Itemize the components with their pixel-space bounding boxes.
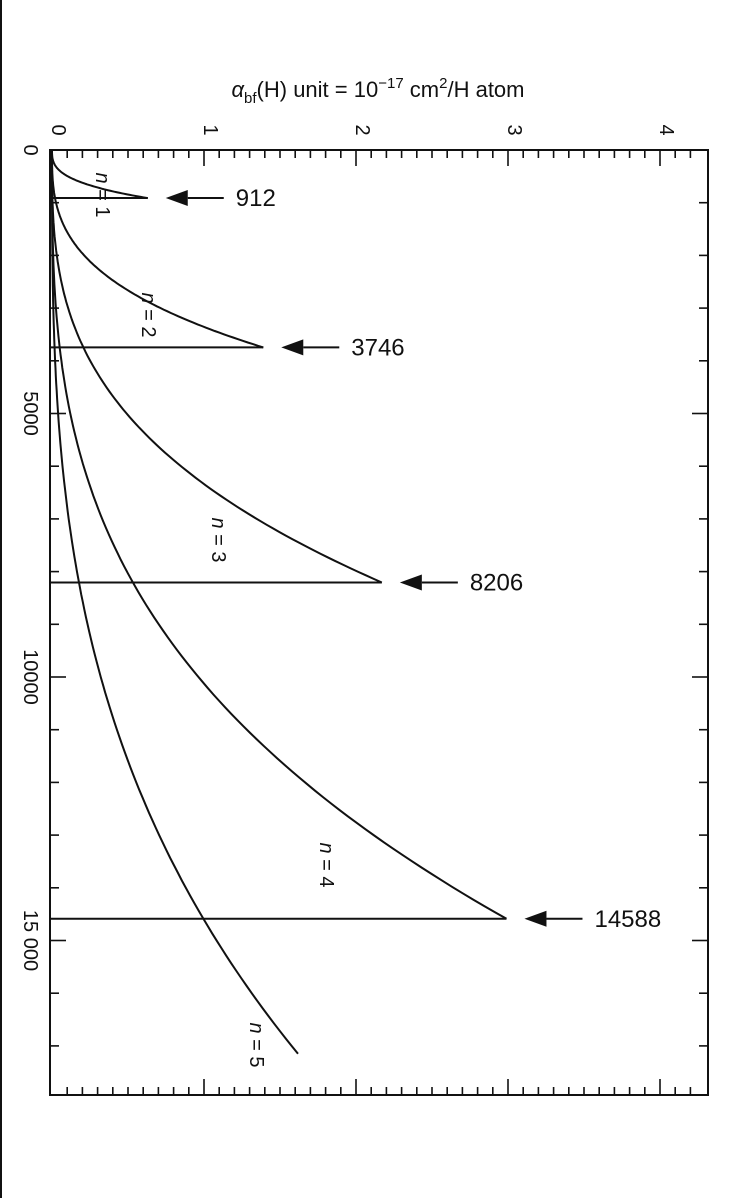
series-label: n = 1 (91, 172, 113, 217)
edge-wavelength-label: 3746 (351, 334, 404, 361)
series-label: n = 3 (207, 517, 229, 562)
edge-wavelength-label: 8206 (470, 569, 523, 596)
series-label: n = 4 (315, 842, 337, 887)
y-tick-label: 2 (351, 124, 373, 135)
x-tick-label: 10000 (19, 649, 41, 705)
x-tick-label: 15 000 (19, 910, 41, 971)
y-axis-title: αbf(H) unit = 10−17 cm2/H atom (231, 75, 524, 107)
arrow-head (165, 190, 188, 207)
series-label: n = 5 (245, 1022, 267, 1067)
arrow-head (524, 910, 547, 927)
arrow-head (281, 339, 304, 356)
series-curve (51, 150, 507, 920)
x-tick-label: 0 (19, 144, 41, 155)
series-curve (51, 150, 383, 584)
y-tick-labels: 0 1 2 3 4 (47, 124, 677, 135)
arrow-head (399, 574, 422, 591)
y-tick-label: 0 (47, 124, 69, 135)
axis-ticks (50, 150, 708, 1095)
series-labels: n = 1 n = 2 n = 3 n = 4 n = 5 (91, 172, 337, 1067)
x-tick-labels: 0 5000 10000 15 000 (19, 144, 41, 971)
x-tick-label: 5000 (19, 391, 41, 436)
y-tick-label: 1 (199, 124, 221, 135)
edge-wavelength-label: 14588 (594, 906, 661, 933)
series-curves (51, 150, 507, 1055)
edge-annotations: 912 3746 8206 14588 (165, 185, 661, 933)
series-label: n = 2 (137, 292, 159, 337)
y-tick-label: 4 (655, 124, 677, 135)
edge-lines (50, 197, 507, 920)
series-curve (51, 150, 299, 1055)
edge-wavelength-label: 912 (236, 185, 276, 212)
plot-frame (49, 149, 709, 1096)
y-tick-label: 3 (503, 124, 525, 135)
